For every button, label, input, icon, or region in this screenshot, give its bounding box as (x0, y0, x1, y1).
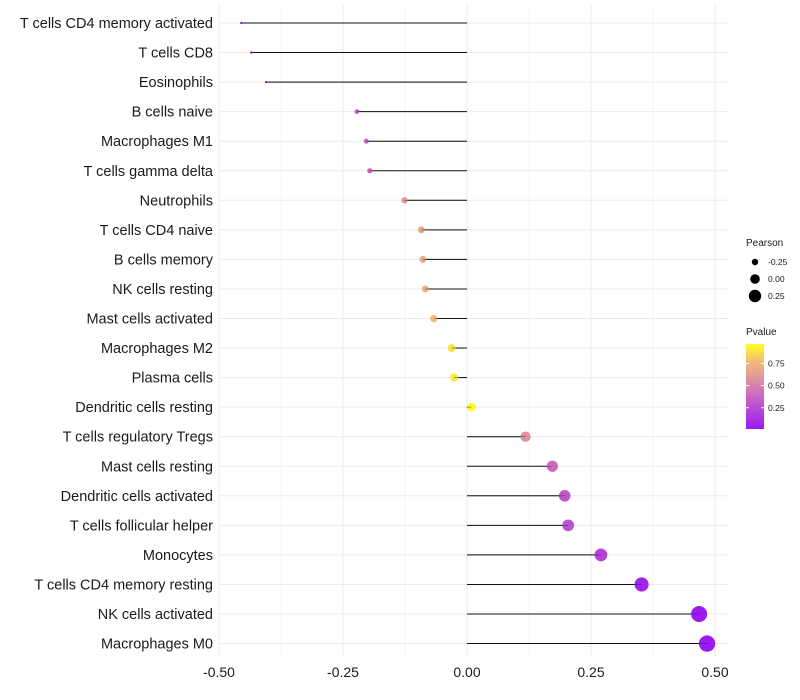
category-label: T cells CD4 memory activated (20, 16, 213, 32)
color-legend-label: 0.25 (768, 403, 785, 413)
category-label: T cells CD8 (138, 46, 213, 62)
category-label: Plasma cells (132, 371, 213, 387)
x-tick-label: 0.25 (577, 664, 604, 680)
category-label: T cells gamma delta (84, 164, 214, 180)
category-label: NK cells activated (98, 607, 213, 623)
lollipop-stems (241, 22, 708, 645)
point (401, 197, 408, 204)
color-bar (746, 344, 764, 429)
color-legend-label: 0.75 (768, 358, 785, 368)
grid-lines (218, 5, 729, 657)
category-label: Neutrophils (140, 193, 213, 209)
color-legend-label: 0.50 (768, 381, 785, 391)
category-labels: T cells CD4 memory activated T cells CD8 E… (20, 16, 214, 653)
category-label: T cells follicular helper (70, 518, 213, 534)
category-label: Macrophages M2 (101, 341, 213, 357)
category-label: T cells regulatory Tregs (63, 430, 213, 446)
x-tick-label: -0.50 (203, 664, 235, 680)
size-legend-key (751, 258, 759, 266)
category-label: Macrophages M0 (101, 637, 213, 653)
x-tick-label: 0.00 (453, 664, 480, 680)
category-label: Macrophages M1 (101, 134, 213, 150)
category-label: Monocytes (143, 548, 213, 564)
category-label: Dendritic cells resting (75, 400, 213, 416)
size-legend-key (748, 289, 762, 303)
category-label: B cells memory (114, 252, 214, 268)
color-legend-title: Pvalue (746, 327, 777, 338)
point (419, 255, 427, 263)
size-legend-label: 0.00 (768, 274, 785, 284)
category-label: Dendritic cells activated (61, 489, 213, 505)
category-label: NK cells resting (112, 282, 213, 298)
lollipop-points (240, 21, 716, 652)
category-label: T cells CD4 naive (100, 223, 213, 239)
legend: Pearson Pvalue -0.25 0.00 0.25 0.75 0.50 0.25 (746, 238, 788, 429)
size-legend-label: 0.25 (768, 291, 785, 301)
x-axis-tick-labels: -0.50 -0.25 0.00 0.25 0.50 (203, 664, 729, 680)
size-legend-key (750, 274, 760, 284)
category-label: Mast cells activated (86, 312, 213, 328)
category-label: Eosinophils (139, 75, 213, 91)
category-label: B cells naive (132, 105, 213, 121)
x-tick-label: -0.25 (327, 664, 359, 680)
size-legend-title: Pearson (746, 238, 783, 249)
size-legend-label: -0.25 (768, 257, 788, 267)
category-label: Mast cells resting (101, 459, 213, 475)
category-label: T cells CD4 memory resting (34, 577, 213, 593)
x-tick-label: 0.50 (701, 664, 728, 680)
